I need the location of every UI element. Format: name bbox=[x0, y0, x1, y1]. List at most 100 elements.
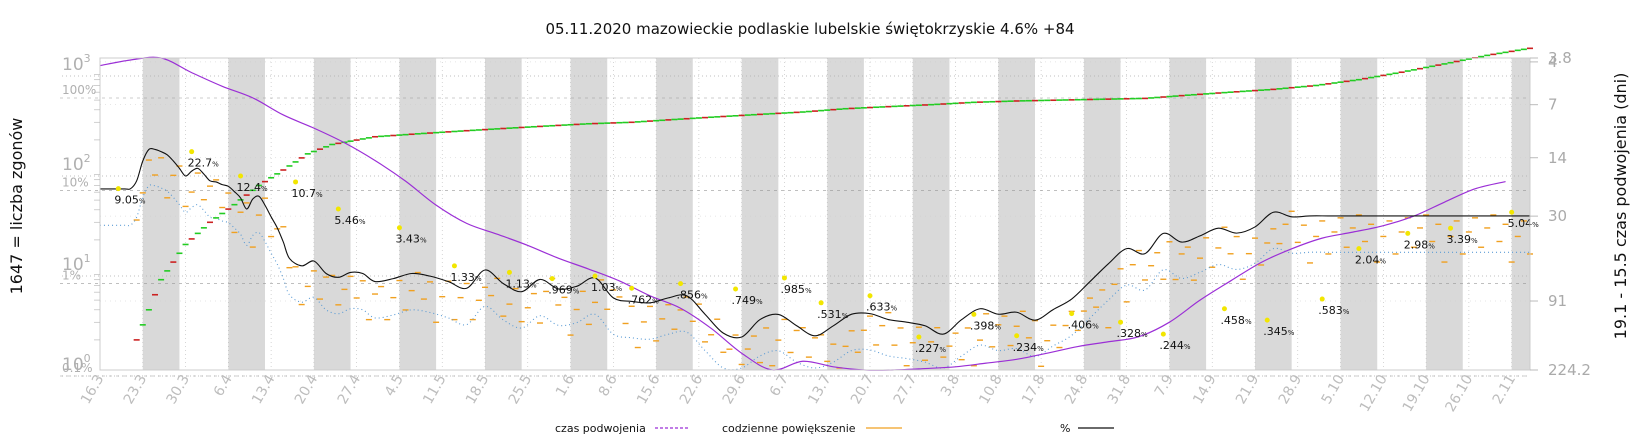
x-tick-label: 11.5 bbox=[420, 372, 449, 407]
x-tick-label: 22.6 bbox=[677, 372, 706, 407]
legend: czas podwojenia codzienne powiększenie % bbox=[555, 422, 1114, 435]
week-bands bbox=[142, 58, 1530, 370]
pct-label-dot bbox=[549, 276, 555, 282]
percent-labels: 9.05% 22.7% 12.4% 10.7% 5.46% 3.43% 1.33% 1.13%… bbox=[114, 149, 1539, 355]
x-tick-label: 14.9 bbox=[1190, 372, 1219, 407]
pct-tick-label: 100% bbox=[62, 83, 96, 97]
pct-label-dot bbox=[1319, 296, 1325, 302]
right-tick-label: 7 bbox=[1548, 96, 1558, 114]
x-tick-label: 5.10 bbox=[1319, 372, 1348, 407]
week-band bbox=[1340, 58, 1378, 370]
left-tick-label: 102 bbox=[62, 152, 91, 175]
daily-increase-marks bbox=[133, 157, 1533, 369]
pct-label: 2.98% bbox=[1404, 238, 1436, 251]
pct-label: 5.04% bbox=[1508, 217, 1540, 230]
pct-label-dot bbox=[335, 206, 341, 212]
pct-tick-label: 0.1% bbox=[62, 361, 93, 375]
pct-label: .531% bbox=[817, 308, 849, 321]
left-axis-title: 1647 = liczba zgonów bbox=[7, 118, 26, 295]
plot-frame bbox=[99, 57, 1531, 371]
left-tick-label: 101 bbox=[62, 252, 91, 275]
pct-label: .406% bbox=[1068, 319, 1100, 332]
legend-doubling-label: czas podwojenia bbox=[555, 422, 646, 435]
x-tick-label: 17.8 bbox=[1019, 372, 1048, 407]
deaths-series bbox=[133, 47, 1533, 341]
pct-label: .458% bbox=[1220, 314, 1252, 327]
pct-label: 22.7% bbox=[188, 157, 220, 170]
chart-title: 05.11.2020 mazowieckie podlaskie lubelsk… bbox=[545, 20, 1074, 38]
pct-label: 10.7% bbox=[292, 187, 324, 200]
percent-series bbox=[99, 147, 1530, 339]
pct-label: .749% bbox=[732, 294, 764, 307]
x-tick-label: 31.8 bbox=[1105, 372, 1134, 407]
pct-label-dot bbox=[733, 286, 739, 292]
pct-label-dot bbox=[916, 334, 922, 340]
x-tick-label: 30.3 bbox=[164, 372, 193, 407]
right-tick-label: 91 bbox=[1548, 292, 1567, 310]
x-tick-label: 15.6 bbox=[634, 372, 663, 407]
pct-label: .969% bbox=[548, 284, 580, 297]
right-tick-label: 14 bbox=[1548, 149, 1567, 167]
pct-label-dot bbox=[971, 311, 977, 317]
pct-label: 3.39% bbox=[1447, 233, 1479, 246]
pct-label-dot bbox=[1118, 319, 1124, 325]
pct-label-dot bbox=[189, 149, 195, 155]
week-band bbox=[1426, 58, 1463, 370]
week-band bbox=[570, 58, 608, 370]
pct-label-dot bbox=[1014, 333, 1020, 339]
pct-tick-label: 1% bbox=[62, 268, 81, 282]
pct-label: .985% bbox=[780, 283, 812, 296]
pct-label-dot bbox=[115, 186, 121, 192]
x-tick-label: 10.8 bbox=[976, 372, 1005, 407]
x-tick-label: 16.3 bbox=[78, 372, 107, 407]
left-tick-label: 103 bbox=[62, 52, 91, 75]
pct-label-dot bbox=[1160, 331, 1166, 337]
right-axis-title: 19.1 - 15.5 czas podwojenia (dni) bbox=[1611, 73, 1630, 340]
pct-label: .856% bbox=[677, 289, 709, 302]
doubling-time-series bbox=[99, 56, 1506, 371]
pct-label-dot bbox=[781, 275, 787, 281]
x-tick-label: 3.8 bbox=[938, 372, 963, 399]
doubling-line bbox=[99, 56, 1506, 371]
x-tick-label: 28.9 bbox=[1276, 372, 1305, 407]
pct-label: .633% bbox=[866, 301, 898, 314]
pct-label-dot bbox=[396, 225, 402, 231]
left-tick-label: 100 bbox=[62, 352, 91, 375]
x-tick-label: 12.10 bbox=[1357, 372, 1391, 415]
pct-label: .398% bbox=[970, 319, 1002, 332]
x-tick-label: 13.4 bbox=[249, 372, 278, 407]
pct-label-dot bbox=[592, 273, 598, 279]
x-tick-label: 20.7 bbox=[848, 372, 877, 407]
pct-label: .227% bbox=[915, 342, 947, 355]
x-tick-label: 20.4 bbox=[292, 372, 321, 407]
pct-label-dot bbox=[1509, 209, 1515, 215]
pct-label-dot bbox=[1264, 317, 1270, 323]
pct-label-dot bbox=[678, 281, 684, 287]
pct-label: .328% bbox=[1117, 327, 1149, 340]
week-band bbox=[741, 58, 779, 370]
legend-pct-label: % bbox=[1060, 422, 1070, 435]
pct-label-dot bbox=[293, 179, 299, 185]
week-band bbox=[1083, 58, 1121, 370]
pct-label-dot bbox=[506, 269, 512, 275]
pct-label: 1.13% bbox=[505, 277, 537, 290]
pct-label: .234% bbox=[1013, 341, 1045, 354]
x-tick-label: 24.8 bbox=[1062, 372, 1091, 407]
legend-daily-label: codzienne powiększenie bbox=[722, 422, 856, 435]
pct-label-dot bbox=[818, 300, 824, 306]
pct-label-dot bbox=[629, 285, 635, 291]
pct-label: 12.4% bbox=[237, 181, 268, 194]
week-band bbox=[998, 58, 1035, 370]
pct-label-dot bbox=[1405, 230, 1411, 236]
week-band bbox=[656, 58, 693, 370]
x-tick-label: 25.5 bbox=[506, 372, 535, 407]
pct-label: 1.33% bbox=[450, 271, 482, 284]
right-tick-label: 224.2 bbox=[1548, 361, 1591, 379]
pct-label-dot bbox=[1356, 246, 1362, 252]
pct-label-dot bbox=[451, 263, 457, 269]
pct-label-dot bbox=[867, 293, 873, 299]
week-band bbox=[1511, 58, 1530, 370]
pct-label-dot bbox=[1069, 311, 1075, 317]
pct-label-dot bbox=[238, 173, 244, 179]
